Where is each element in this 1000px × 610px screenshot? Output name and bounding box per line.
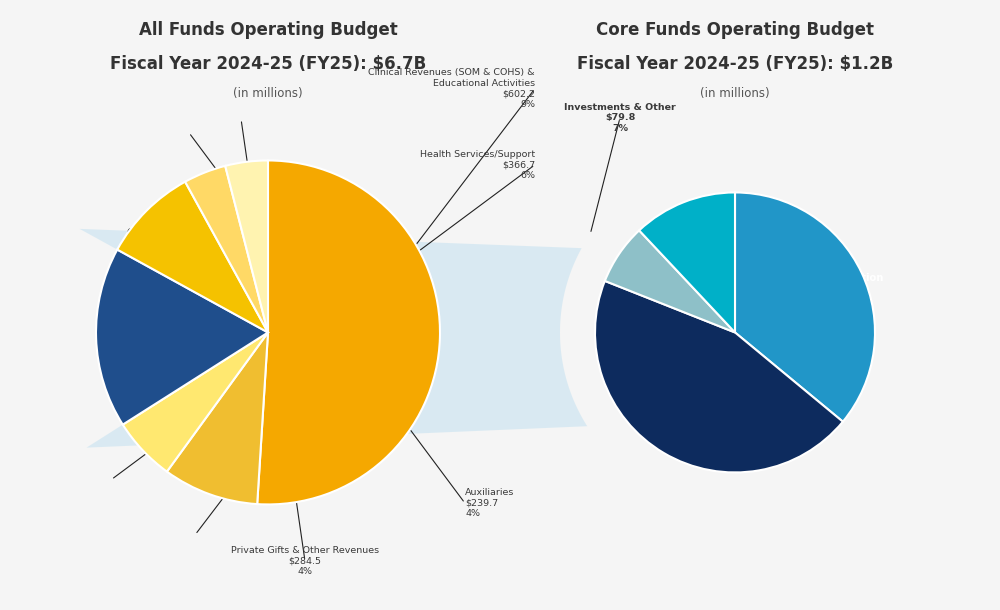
Text: All Funds Operating Budget: All Funds Operating Budget [139,21,397,40]
Wedge shape [123,332,268,472]
Wedge shape [185,166,268,332]
Text: Health Services/Support
$366.7
6%: Health Services/Support $366.7 6% [420,150,535,179]
Text: (in millions): (in millions) [233,87,303,99]
Wedge shape [96,249,268,425]
Text: Indirect Cost
Recovery
$146.9
12%: Indirect Cost Recovery $146.9 12% [662,216,734,260]
Text: Contracts & Grants
$633.1
9%: Contracts & Grants $633.1 9% [127,228,232,261]
Wedge shape [117,182,268,332]
Polygon shape [80,229,587,448]
Text: Core Funds
$1,168.4
17%: Core Funds $1,168.4 17% [113,320,174,353]
Text: (in millions): (in millions) [700,87,770,99]
Wedge shape [605,231,735,332]
Text: Tuition & Fees
(net of aid)
$524.3
45%: Tuition & Fees (net of aid) $524.3 45% [643,398,723,442]
Text: Investments & Other
$79.8
7%: Investments & Other $79.8 7% [564,103,676,133]
Text: Fiscal Year 2024-25 (FY25): $6.7B: Fiscal Year 2024-25 (FY25): $6.7B [110,55,426,73]
Text: UCI Health
$3,472.4
51%: UCI Health $3,472.4 51% [357,315,428,358]
Text: Fiscal Year 2024-25 (FY25): $1.2B: Fiscal Year 2024-25 (FY25): $1.2B [577,55,893,73]
Wedge shape [639,192,735,332]
Wedge shape [225,160,268,332]
Wedge shape [595,281,843,473]
Wedge shape [257,160,440,504]
Text: Auxiliaries
$239.7
4%: Auxiliaries $239.7 4% [465,489,514,518]
Wedge shape [167,332,268,504]
Wedge shape [735,192,875,422]
Text: Core Funds Operating Budget: Core Funds Operating Budget [596,21,874,40]
Text: State Appropriation
$417.5
36%: State Appropriation $417.5 36% [771,273,883,306]
Text: Private Gifts & Other Revenues
$284.5
4%: Private Gifts & Other Revenues $284.5 4% [231,547,379,576]
Text: Clinical Revenues (SOM & COHS) &
Educational Activities
$602.2
9%: Clinical Revenues (SOM & COHS) & Educati… [368,68,535,109]
